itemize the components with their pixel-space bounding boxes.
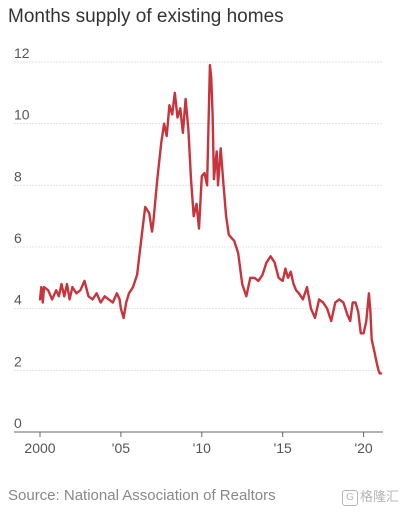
source-note: Source: National Association of Realtors (8, 487, 276, 504)
months-supply-line (38, 63, 383, 375)
y-tick-label: 10 (14, 107, 30, 123)
x-tick-label: '15 (274, 440, 292, 456)
grid-lines (14, 61, 383, 371)
x-tick-marks (39, 432, 365, 437)
x-tick-label: '10 (193, 440, 211, 456)
watermark-logo-icon: G (341, 489, 358, 506)
y-tick-label: 8 (14, 168, 22, 184)
watermark-text: 格隆汇 (359, 489, 399, 504)
x-tick-label: '20 (354, 440, 372, 456)
y-tick-label: 4 (14, 292, 22, 308)
y-tick-labels: 0 2 4 6 8 10 12 (14, 45, 30, 431)
chart-title: Months supply of existing homes (8, 6, 284, 27)
y-tick-label: 12 (14, 45, 30, 61)
y-tick-label: 6 (14, 230, 22, 246)
y-tick-label: 0 (14, 415, 22, 431)
y-tick-label: 2 (14, 353, 22, 369)
x-tick-label: 2000 (24, 440, 55, 456)
x-tick-labels: 2000 '05 '10 '15 '20 (24, 440, 372, 456)
x-tick-label: '05 (112, 440, 130, 456)
watermark: G 格隆汇 (341, 486, 399, 506)
